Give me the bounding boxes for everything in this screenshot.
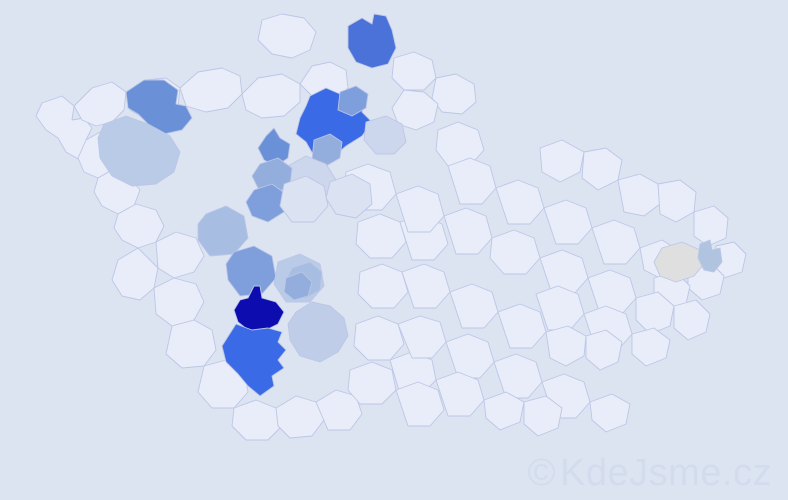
district[interactable] [431,73,477,115]
district[interactable] [673,299,711,341]
district[interactable] [155,231,205,279]
watermark: © KdeJsme.cz [528,454,772,492]
district-highlight[interactable] [363,115,407,155]
district[interactable] [631,327,671,367]
district-highlight[interactable] [257,127,291,167]
district[interactable] [315,389,363,431]
district[interactable] [153,277,205,327]
district[interactable] [357,263,409,309]
district[interactable] [443,207,493,255]
district[interactable] [355,213,407,259]
highlighted-districts[interactable] [97,13,723,397]
district[interactable] [489,229,541,275]
district[interactable] [241,73,301,119]
district[interactable] [275,395,325,439]
district[interactable] [493,353,543,399]
district-highlight[interactable] [233,285,285,333]
district-highlight[interactable] [653,241,705,283]
district[interactable] [539,249,589,295]
district[interactable] [435,121,485,167]
district[interactable] [657,179,697,223]
district[interactable] [397,315,447,359]
district[interactable] [445,333,495,379]
district[interactable] [545,325,587,367]
district[interactable] [591,219,641,265]
district[interactable] [447,157,497,205]
district-highlight[interactable] [251,157,293,195]
district-highlight[interactable] [279,175,329,223]
district[interactable] [257,13,317,59]
district[interactable] [347,361,397,405]
district[interactable] [395,381,445,427]
district[interactable] [401,263,451,309]
district[interactable] [635,291,675,335]
district-highlight[interactable] [225,245,277,297]
district[interactable] [539,139,585,183]
district[interactable] [179,67,243,113]
district[interactable] [543,199,593,245]
district-highlight[interactable] [287,301,349,363]
watermark-text: KdeJsme.cz [560,452,772,494]
district[interactable] [495,179,545,225]
district[interactable] [585,329,623,371]
district[interactable] [523,395,563,437]
district[interactable] [391,89,439,131]
district[interactable] [587,269,637,315]
district-highlight[interactable] [97,115,181,187]
district[interactable] [581,147,623,191]
district[interactable] [231,399,283,441]
district[interactable] [497,303,547,349]
district-highlight[interactable] [347,13,397,69]
district[interactable] [483,391,525,431]
district[interactable] [165,319,217,369]
district-highlight[interactable] [337,85,369,117]
district-highlight[interactable] [197,205,249,257]
district[interactable] [617,173,661,217]
copyright-icon: © [527,452,557,494]
district-highlight[interactable] [221,323,287,397]
district[interactable] [111,247,159,301]
district[interactable] [353,315,405,361]
district-highlight[interactable] [125,79,193,135]
district[interactable] [589,393,631,433]
district[interactable] [391,51,437,91]
district-highlight[interactable] [245,183,287,223]
district[interactable] [693,205,729,247]
district-highlight[interactable] [283,271,313,301]
district-highlight[interactable] [325,173,373,219]
district[interactable] [73,81,127,127]
district[interactable] [449,283,499,329]
district-highlight[interactable] [697,239,723,273]
